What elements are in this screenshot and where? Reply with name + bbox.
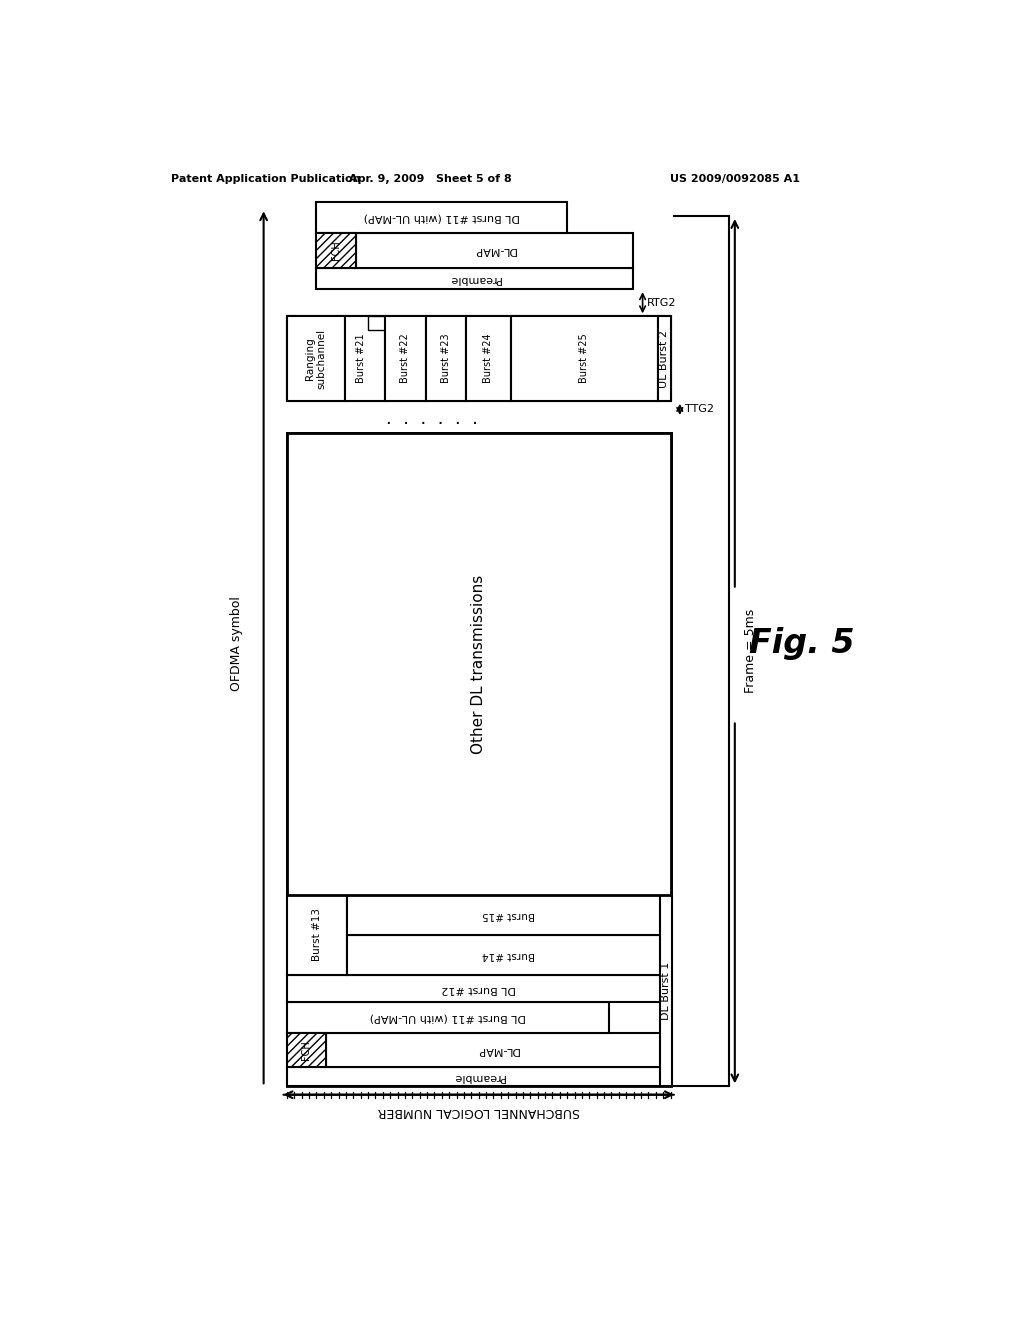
Text: Preamble: Preamble [449, 273, 501, 284]
Text: DL Burst #11 (with UL-MAP): DL Burst #11 (with UL-MAP) [370, 1012, 525, 1023]
FancyBboxPatch shape [347, 936, 671, 975]
Text: SUBCHANNEL LOGICAL NUMBER: SUBCHANNEL LOGICAL NUMBER [378, 1105, 580, 1118]
Text: RTG2: RTG2 [647, 298, 677, 308]
Text: Burst #13: Burst #13 [312, 908, 323, 961]
Text: Other DL transmissions: Other DL transmissions [471, 574, 486, 754]
FancyBboxPatch shape [287, 317, 345, 401]
Text: ·  ·  ·  ·  ·  ·: · · · · · · [386, 414, 478, 433]
Text: Patent Application Publication: Patent Application Publication [171, 174, 360, 185]
FancyBboxPatch shape [287, 433, 671, 895]
Text: Burst #14: Burst #14 [482, 950, 536, 961]
Text: Apr. 9, 2009   Sheet 5 of 8: Apr. 9, 2009 Sheet 5 of 8 [349, 174, 512, 185]
Text: Burst #25: Burst #25 [580, 334, 590, 384]
Text: Burst #21: Burst #21 [355, 334, 366, 383]
FancyBboxPatch shape [466, 317, 511, 401]
FancyBboxPatch shape [658, 317, 671, 401]
FancyBboxPatch shape [287, 1067, 671, 1086]
FancyBboxPatch shape [385, 317, 426, 401]
Text: DL-MAP: DL-MAP [477, 1045, 519, 1055]
FancyBboxPatch shape [356, 234, 633, 268]
Text: Burst #23: Burst #23 [440, 334, 451, 383]
Text: US 2009/0092085 A1: US 2009/0092085 A1 [671, 174, 801, 185]
FancyBboxPatch shape [287, 433, 671, 1086]
Text: Preamble: Preamble [453, 1072, 505, 1081]
Text: DL-MAP: DL-MAP [473, 246, 516, 255]
Text: DL Burst 1: DL Burst 1 [660, 961, 671, 1019]
Text: Ranging
subchannel: Ranging subchannel [305, 329, 327, 388]
Text: FCH: FCH [301, 1040, 311, 1060]
FancyBboxPatch shape [369, 317, 385, 330]
FancyBboxPatch shape [659, 895, 672, 1086]
FancyBboxPatch shape [511, 317, 658, 401]
Text: TTG2: TTG2 [685, 404, 714, 414]
Text: DL Burst #12: DL Burst #12 [441, 983, 516, 994]
FancyBboxPatch shape [287, 1034, 326, 1067]
FancyBboxPatch shape [287, 895, 347, 975]
Text: OFDMA symbol: OFDMA symbol [230, 597, 243, 690]
Text: DL Burst #11 (with UL-MAP): DL Burst #11 (with UL-MAP) [364, 213, 519, 223]
FancyBboxPatch shape [315, 268, 633, 289]
Text: Fig. 5: Fig. 5 [750, 627, 855, 660]
FancyBboxPatch shape [315, 234, 356, 268]
Text: UL Burst 2: UL Burst 2 [659, 330, 670, 388]
Text: Frame = 5ms: Frame = 5ms [743, 609, 757, 693]
FancyBboxPatch shape [347, 895, 671, 936]
FancyBboxPatch shape [326, 1034, 671, 1067]
Text: Burst #15: Burst #15 [482, 909, 536, 920]
Text: Burst #24: Burst #24 [483, 334, 494, 383]
FancyBboxPatch shape [287, 317, 671, 401]
Text: FCH: FCH [331, 240, 341, 260]
FancyBboxPatch shape [287, 975, 671, 1002]
FancyBboxPatch shape [426, 317, 466, 401]
Text: Burst #22: Burst #22 [400, 334, 411, 384]
FancyBboxPatch shape [287, 1002, 608, 1034]
FancyBboxPatch shape [315, 202, 567, 234]
FancyBboxPatch shape [345, 317, 385, 401]
